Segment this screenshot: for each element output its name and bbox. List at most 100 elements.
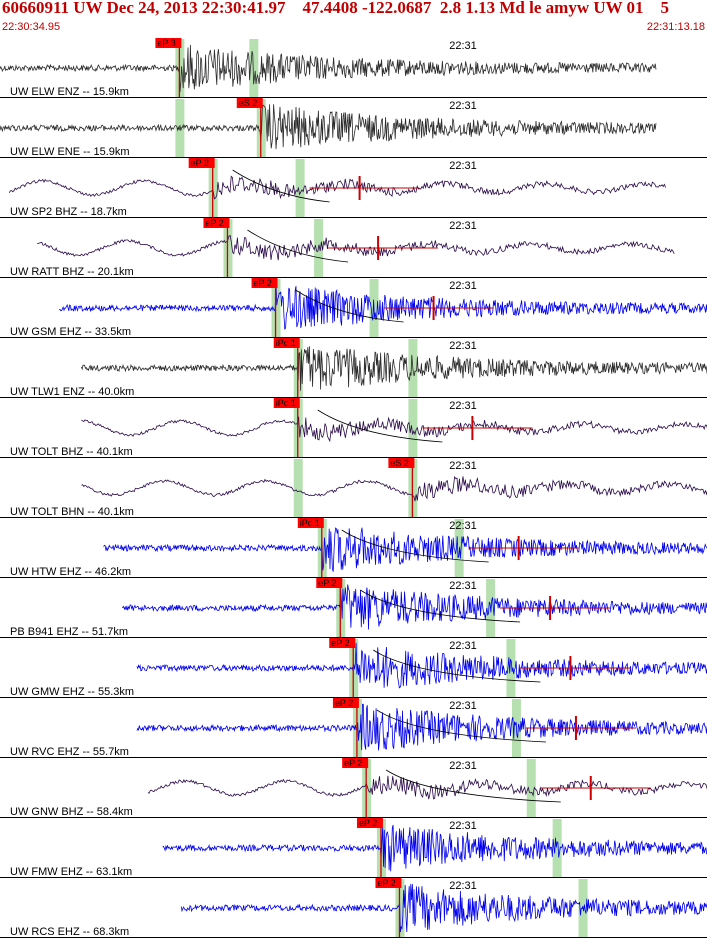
coda-envelope bbox=[341, 529, 489, 563]
s-window-band bbox=[526, 759, 536, 817]
minute-mark-label: 22:31 bbox=[449, 700, 477, 712]
pick-label: eP 3 bbox=[157, 38, 175, 48]
pick-box bbox=[273, 338, 300, 348]
pick-box bbox=[388, 458, 415, 468]
coda-envelope bbox=[385, 769, 561, 803]
minute-mark-label: 22:31 bbox=[449, 340, 477, 352]
pick-box bbox=[236, 98, 263, 108]
minute-mark-label: 22:31 bbox=[449, 640, 477, 652]
minute-mark-label: 22:31 bbox=[449, 520, 477, 532]
minute-mark-label: 22:31 bbox=[449, 880, 477, 892]
station-label: UW RCS EHZ -- 68.3km bbox=[10, 926, 129, 938]
waveform bbox=[180, 883, 707, 933]
minute-mark-label: 22:31 bbox=[449, 220, 477, 232]
minute-mark-label: 22:31 bbox=[449, 460, 477, 472]
waveform bbox=[0, 104, 657, 150]
pick-label: eS 2 bbox=[390, 458, 409, 468]
station-label: UW ELW ENE -- 15.9km bbox=[10, 146, 130, 158]
pick-label: eP 2 bbox=[331, 638, 349, 648]
coda-envelope bbox=[360, 589, 521, 623]
minute-mark-label: 22:31 bbox=[449, 820, 477, 832]
pick-label: eS 2 bbox=[239, 98, 258, 108]
trace-row: 22:31 eS 2 UW ELW ENE -- 15.9km bbox=[0, 98, 707, 158]
pick-label: iPc 1 bbox=[276, 338, 296, 348]
event-title: 60660911 UW Dec 24, 2013 22:30:41.97 47.… bbox=[2, 0, 670, 17]
s-window-band bbox=[506, 639, 516, 697]
coda-envelope bbox=[247, 229, 349, 263]
s-window-band bbox=[408, 399, 418, 457]
pick-box bbox=[342, 758, 369, 768]
pick-box bbox=[273, 398, 300, 408]
pick-label: iPc 1 bbox=[276, 398, 296, 408]
pick-box bbox=[316, 578, 343, 588]
pick-label: eP 2 bbox=[318, 578, 336, 588]
pick-box bbox=[356, 818, 383, 828]
trace-row: 22:31 eP 2 UW SP2 BHZ -- 18.7km bbox=[0, 158, 707, 218]
waveform bbox=[81, 475, 707, 502]
pick-box bbox=[251, 278, 278, 288]
end-time-label: 22:31:13.18 bbox=[646, 21, 705, 33]
minute-mark-label: 22:31 bbox=[449, 160, 477, 172]
event-header: 60660911 UW Dec 24, 2013 22:30:41.97 47.… bbox=[0, 0, 707, 38]
waveform bbox=[103, 527, 707, 572]
station-label: UW TOLT BHZ -- 40.1km bbox=[10, 446, 133, 458]
station-label: UW TOLT BHN -- 40.1km bbox=[10, 506, 134, 518]
start-time-label: 22:30:34.95 bbox=[2, 21, 61, 33]
pick-box bbox=[203, 218, 230, 228]
station-label: UW HTW EHZ -- 46.2km bbox=[10, 566, 131, 578]
s-window-band bbox=[249, 39, 259, 97]
pick-label: eP 2 bbox=[335, 698, 353, 708]
seismogram-panel: 22:31 eP 3 UW ELW ENZ -- 15.9km 22:31 eS 2 UW… bbox=[0, 38, 707, 938]
pick-box bbox=[297, 518, 324, 528]
coda-envelope bbox=[373, 649, 541, 683]
waveform bbox=[81, 416, 707, 443]
trace-row: 22:31 iPc 1 UW TOLT BHZ -- 40.1km bbox=[0, 398, 707, 458]
trace-row: 22:31 eP 3 UW ELW ENZ -- 15.9km bbox=[0, 38, 707, 98]
waveform bbox=[147, 775, 707, 800]
pick-box bbox=[332, 698, 359, 708]
station-label: UW ELW ENZ -- 15.9km bbox=[10, 86, 129, 98]
waveform bbox=[162, 824, 707, 872]
minute-mark-label: 22:31 bbox=[449, 40, 477, 52]
minute-mark-label: 22:31 bbox=[449, 760, 477, 772]
waveform bbox=[81, 346, 707, 391]
station-label: UW RVC EHZ -- 55.7km bbox=[10, 746, 129, 758]
trace-row: 22:31 eP 2 UW GMW EHZ -- 55.3km bbox=[0, 638, 707, 698]
station-label: UW GSM EHZ -- 33.5km bbox=[10, 326, 131, 338]
station-label: UW TLW1 ENZ -- 40.0km bbox=[10, 386, 134, 398]
coda-envelope bbox=[232, 169, 330, 203]
trace-row: 22:31 eP 2 UW RCS EHZ -- 68.3km bbox=[0, 878, 707, 938]
pick-label: eP 2 bbox=[191, 158, 209, 168]
waveform bbox=[136, 642, 707, 689]
pick-label: eP 2 bbox=[254, 278, 272, 288]
minute-mark-label: 22:31 bbox=[449, 280, 477, 292]
waveform bbox=[36, 235, 675, 261]
pick-label: eP 2 bbox=[377, 878, 395, 888]
pick-label: eP 2 bbox=[344, 758, 362, 768]
trace-row: 22:31 eP 2 UW RATT BHZ -- 20.1km bbox=[0, 218, 707, 278]
pick-box bbox=[188, 158, 215, 168]
trace-row: 22:31 eP 2 UW GSM EHZ -- 33.5km bbox=[0, 278, 707, 338]
waveform bbox=[59, 282, 707, 330]
station-label: UW RATT BHZ -- 20.1km bbox=[10, 266, 134, 278]
waveform bbox=[121, 584, 707, 630]
waveform bbox=[0, 44, 657, 93]
station-label: PB B941 EHZ -- 51.7km bbox=[10, 626, 128, 638]
pick-label: iPc 1 bbox=[300, 518, 320, 528]
station-label: UW FMW EHZ -- 63.1km bbox=[10, 866, 132, 878]
coda-envelope bbox=[295, 289, 404, 323]
trace-row: 22:31 eP 2 UW GNW BHZ -- 58.4km bbox=[0, 758, 707, 818]
trace-row: 22:31 iPc 1 UW TLW1 ENZ -- 40.0km bbox=[0, 338, 707, 398]
pick-label: eP 2 bbox=[205, 218, 223, 228]
trace-row: 22:31 eP 2 UW RVC EHZ -- 55.7km bbox=[0, 698, 707, 758]
waveform bbox=[136, 703, 707, 751]
trace-row: 22:31 eP 2 PB B941 EHZ -- 51.7km bbox=[0, 578, 707, 638]
minute-mark-label: 22:31 bbox=[449, 580, 477, 592]
pick-label: eP 2 bbox=[359, 818, 377, 828]
minute-mark-label: 22:31 bbox=[449, 100, 477, 112]
station-label: UW SP2 BHZ -- 18.7km bbox=[10, 206, 127, 218]
station-label: UW GNW BHZ -- 58.4km bbox=[10, 806, 133, 818]
s-window-band bbox=[295, 159, 305, 217]
p-window-band bbox=[293, 459, 303, 517]
coda-envelope bbox=[317, 409, 443, 443]
